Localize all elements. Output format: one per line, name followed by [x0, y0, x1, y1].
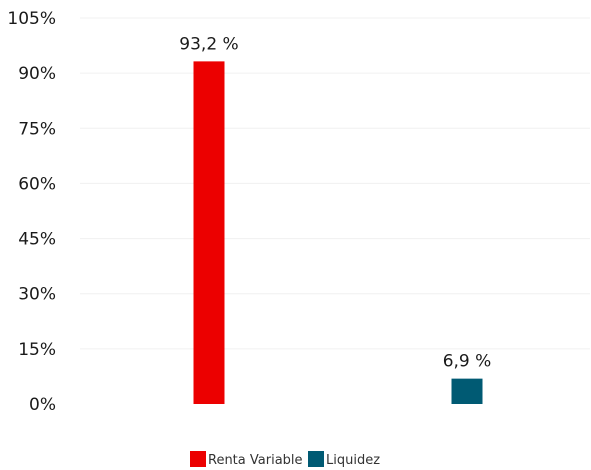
bars — [193, 61, 483, 404]
legend: Renta Variable Liquidez — [190, 451, 380, 468]
y-tick-label: 60% — [18, 174, 56, 194]
legend-swatch-liquidez — [308, 451, 324, 467]
y-tick-label: 105% — [7, 9, 56, 29]
bar-renta-variable — [193, 61, 225, 404]
legend-swatch-renta-variable — [190, 451, 206, 467]
data-label-renta-variable: 93,2 % — [179, 34, 238, 54]
legend-label-liquidez: Liquidez — [326, 453, 380, 468]
bar-liquidez — [451, 378, 483, 404]
y-tick-label: 30% — [18, 285, 56, 305]
data-label-liquidez: 6,9 % — [443, 352, 492, 372]
grid-lines — [80, 17, 590, 350]
y-tick-label: 45% — [18, 230, 56, 250]
y-tick-label: 90% — [18, 64, 56, 84]
legend-label-renta-variable: Renta Variable — [208, 453, 303, 468]
y-tick-label: 0% — [29, 395, 56, 415]
y-tick-label: 15% — [18, 340, 56, 360]
y-tick-label: 75% — [18, 119, 56, 139]
y-axis: 0% 15% 30% 45% 60% 75% 90% 105% — [7, 9, 56, 415]
data-labels: 93,2 % 6,9 % — [179, 34, 491, 371]
